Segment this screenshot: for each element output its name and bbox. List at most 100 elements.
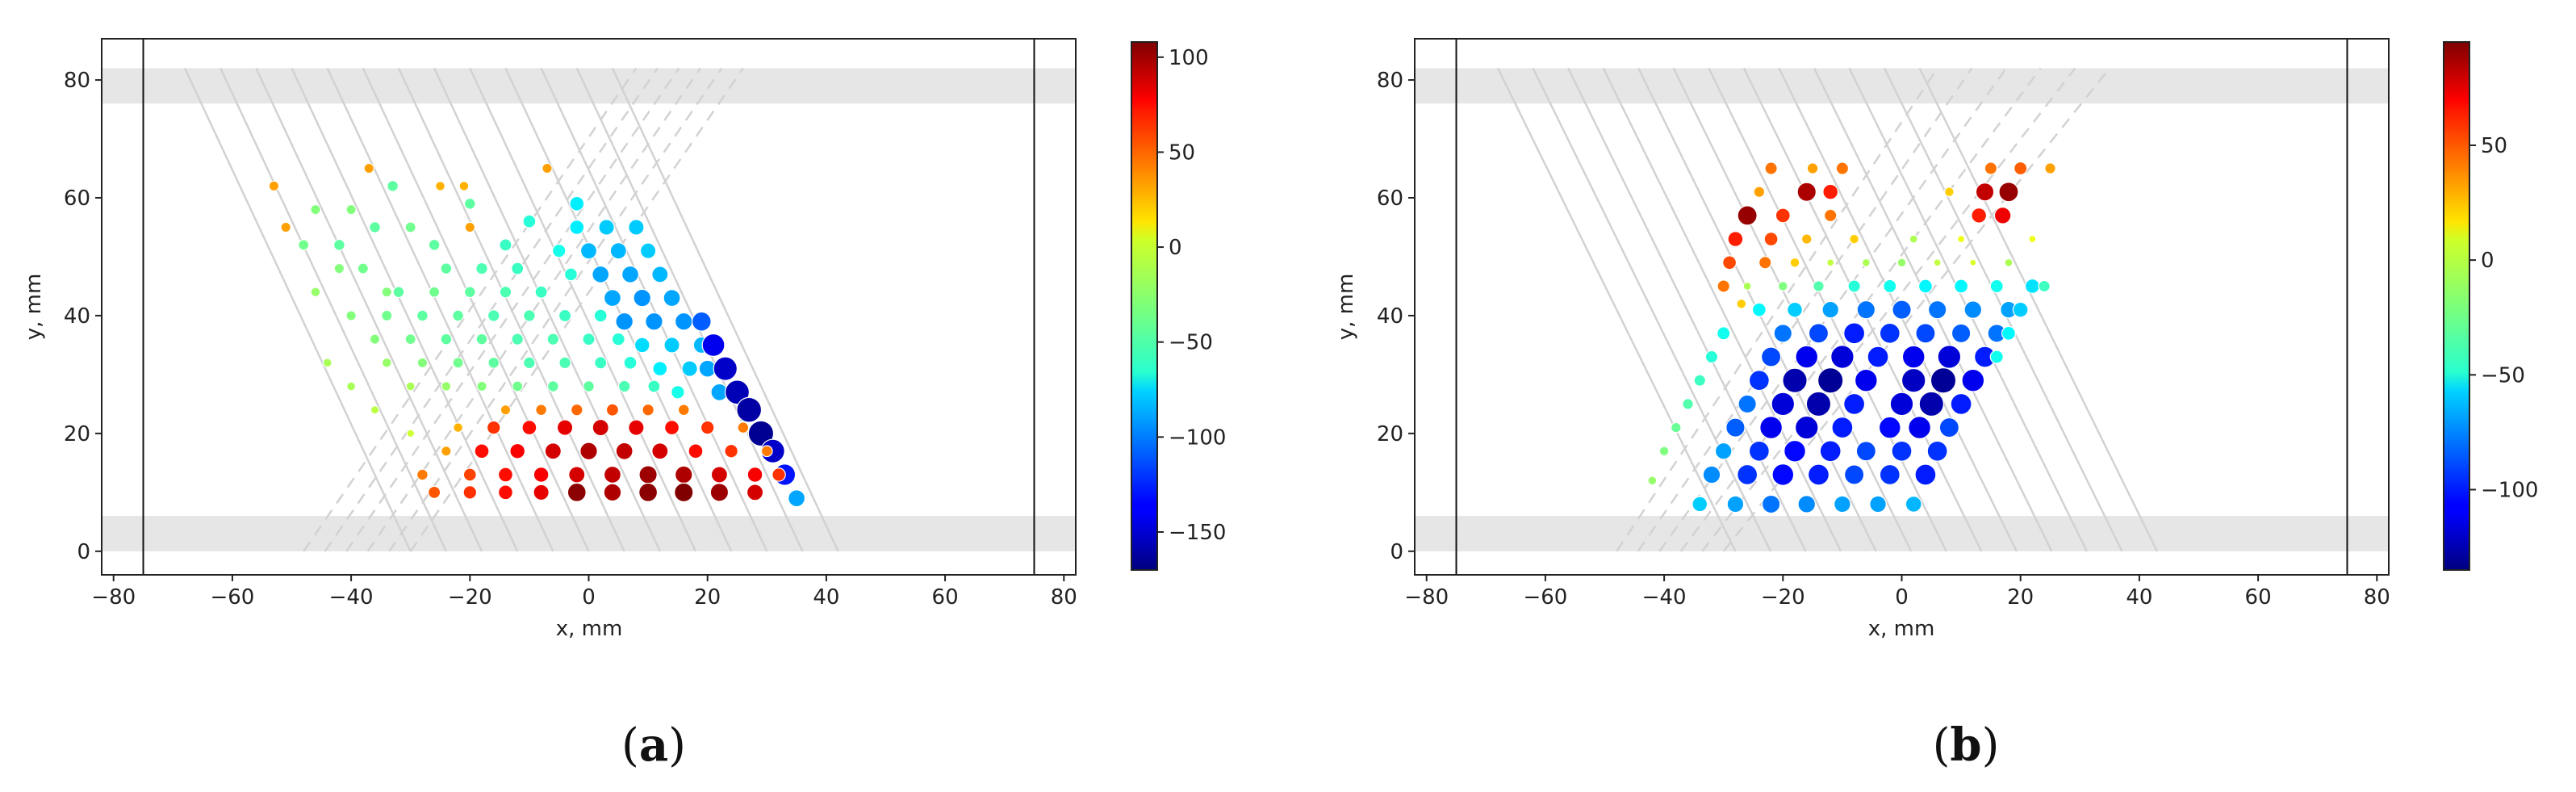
x-tick-label: 40 xyxy=(813,585,839,610)
data-point xyxy=(1905,496,1922,513)
data-point xyxy=(1927,300,1947,320)
data-point xyxy=(609,242,627,260)
data-point xyxy=(663,289,681,308)
guide-line xyxy=(575,67,804,552)
data-point xyxy=(1813,280,1825,292)
colorbar: 100 50 0 −50 −100 −150 xyxy=(1131,41,1226,571)
guide-line-dashed xyxy=(303,67,638,552)
data-point xyxy=(628,419,645,436)
vertical-line-group xyxy=(1455,39,2348,575)
data-point xyxy=(1807,463,1830,486)
data-point xyxy=(558,356,571,370)
data-point xyxy=(381,287,392,298)
plot-frame xyxy=(101,38,1077,576)
data-point xyxy=(523,309,536,322)
data-point xyxy=(429,286,441,298)
data-point xyxy=(322,358,332,368)
data-point xyxy=(1738,394,1757,414)
data-point xyxy=(1961,368,1985,392)
data-point xyxy=(582,333,596,346)
guide-line xyxy=(1918,67,2159,552)
data-point xyxy=(1951,323,1972,344)
data-point xyxy=(603,483,622,502)
x-tick-label: −40 xyxy=(329,585,374,610)
data-point xyxy=(592,418,609,437)
guide-line-group xyxy=(183,67,839,552)
data-point xyxy=(1737,205,1758,226)
colorbar-tick-label: 0 xyxy=(1169,236,1182,260)
data-point xyxy=(2044,162,2056,174)
data-point xyxy=(710,466,729,484)
data-point xyxy=(1797,495,1817,513)
data-point xyxy=(1861,258,1871,267)
data-point xyxy=(615,312,634,331)
data-point xyxy=(453,422,463,433)
data-point xyxy=(1821,300,1839,319)
data-point xyxy=(677,404,690,417)
data-point xyxy=(463,286,476,299)
y-tick-label: 60 xyxy=(64,186,90,211)
data-point xyxy=(511,333,524,346)
guide-line xyxy=(1567,67,1807,552)
x-tick-label: −80 xyxy=(1404,585,1449,610)
guide-line-dashed xyxy=(345,67,680,552)
guide-line xyxy=(611,67,839,552)
data-point xyxy=(736,396,763,423)
data-point xyxy=(664,420,680,436)
data-point xyxy=(2014,161,2028,176)
data-point xyxy=(2001,325,2016,341)
guide-line xyxy=(433,67,661,552)
data-point xyxy=(583,380,595,392)
data-point xyxy=(1849,233,1860,245)
data-point xyxy=(691,311,712,332)
data-point xyxy=(405,381,416,392)
guide-line xyxy=(469,67,697,552)
data-point xyxy=(1775,207,1791,224)
data-point xyxy=(310,287,321,298)
data-point xyxy=(404,333,416,346)
data-point xyxy=(363,162,374,174)
data-point xyxy=(1760,346,1782,367)
data-point xyxy=(1937,345,1962,369)
data-point xyxy=(746,484,764,501)
data-point xyxy=(1856,300,1876,320)
data-point xyxy=(611,332,625,346)
data-point xyxy=(633,288,652,308)
data-point xyxy=(628,219,645,236)
y-ticks: 0 20 40 60 80 xyxy=(1377,69,1415,564)
data-point xyxy=(522,214,537,228)
x-tick-label: 80 xyxy=(2364,585,2390,610)
data-point xyxy=(593,308,608,323)
data-point xyxy=(1908,416,1931,439)
data-point xyxy=(1647,476,1658,486)
data-point xyxy=(357,262,369,274)
data-point xyxy=(533,467,550,483)
data-point xyxy=(568,466,586,484)
x-ticks: −80 −60 −40 −20 0 20 40 60 80 xyxy=(1404,575,2390,610)
data-point xyxy=(1933,258,1942,267)
guide-line xyxy=(504,67,733,552)
data-point xyxy=(387,180,399,192)
data-point xyxy=(1930,367,1957,394)
data-point xyxy=(1722,255,1738,270)
colorbar-tick-label: −50 xyxy=(2481,363,2525,388)
y-tick-label: 0 xyxy=(1390,540,1403,564)
data-point xyxy=(1867,346,1889,368)
x-tick-label: 20 xyxy=(2007,585,2034,610)
data-point xyxy=(474,443,490,459)
guide-line xyxy=(326,67,554,552)
x-tick-label: 40 xyxy=(2126,585,2152,610)
data-point xyxy=(737,421,750,434)
guide-line xyxy=(255,67,483,552)
colorbar-tick-label: −50 xyxy=(1169,331,1213,355)
data-point xyxy=(392,286,405,299)
data-point xyxy=(663,337,680,354)
data-point xyxy=(462,467,477,482)
colorbar-ticks: 100 50 0 −50 −100 −150 xyxy=(1157,46,1226,545)
data-point xyxy=(1692,496,1708,513)
data-point xyxy=(1831,417,1854,439)
data-point xyxy=(487,356,500,369)
colorbar-tick-label: 100 xyxy=(1169,46,1209,70)
x-tick-label: −60 xyxy=(210,585,254,610)
